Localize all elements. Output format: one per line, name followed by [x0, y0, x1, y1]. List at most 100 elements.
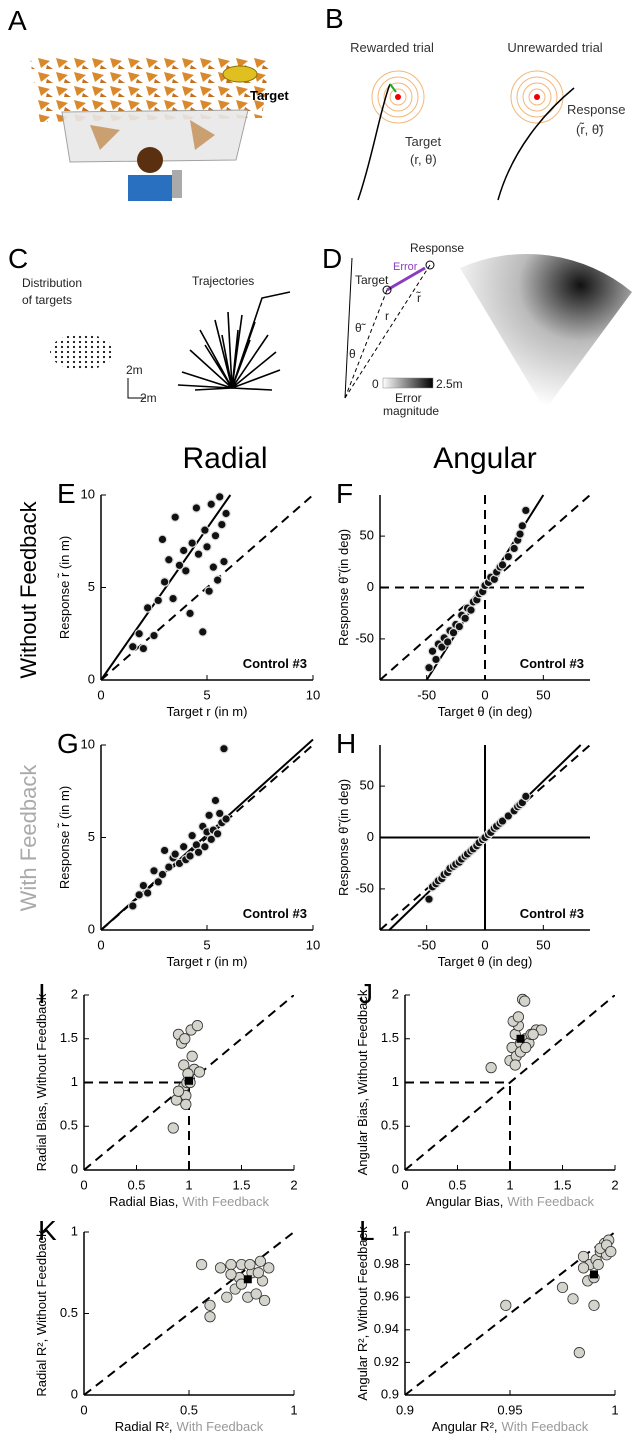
point [437, 642, 447, 652]
y-tick-label: 1 [71, 1223, 78, 1238]
point [521, 505, 531, 516]
y-tick-label: 5 [88, 579, 95, 594]
target-cloud [50, 334, 114, 370]
point [442, 637, 453, 647]
x-axis-label-part: Angular Bias, [426, 1194, 503, 1209]
trajectories [177, 291, 291, 391]
panel-a: A Target [8, 5, 289, 201]
mean-marker [590, 1270, 598, 1279]
point [217, 519, 227, 530]
point [187, 830, 197, 841]
point [519, 995, 531, 1007]
point [172, 1085, 185, 1097]
panel-letter: I [38, 978, 46, 1009]
point [219, 743, 229, 754]
point [427, 646, 438, 657]
row-title: Without Feedback [16, 500, 41, 678]
x-axis-label-part: With Feedback [182, 1194, 269, 1209]
screen [61, 109, 249, 163]
y-axis-label: Angular Bias, Without Feedback [355, 989, 370, 1175]
label: 2m [140, 391, 157, 405]
label: Error [393, 261, 418, 273]
point [149, 630, 159, 641]
x-tick-label: 10 [306, 687, 320, 702]
row-title: With Feedback [16, 764, 41, 912]
label: 0 [372, 377, 379, 391]
y-tick-label: 1.5 [60, 1030, 78, 1045]
point [221, 508, 231, 519]
point [178, 841, 189, 852]
annotation: Control #3 [243, 906, 307, 921]
point [174, 560, 185, 571]
point [191, 1020, 203, 1032]
y-axis-label: Response θ̃ (in deg) [336, 779, 351, 896]
panel-letter: G [57, 728, 79, 759]
point [164, 862, 174, 872]
label: (r̃, θ̃) [576, 122, 604, 137]
x-axis-label-part: Radial Bias, [109, 1194, 178, 1209]
y-tick-label: 0 [71, 1386, 78, 1401]
x-tick-label: 0 [97, 937, 104, 952]
point [515, 529, 525, 539]
point [252, 1267, 264, 1279]
x-tick-label: 0 [80, 1402, 87, 1417]
point [179, 1033, 191, 1045]
y-axis-label: Response r̃ (in m) [57, 786, 72, 889]
y-tick-label: 10 [81, 486, 95, 501]
marker [389, 83, 397, 93]
trajectory [357, 83, 391, 201]
x-tick-label: 1.5 [553, 1177, 571, 1192]
panel-letter: A [8, 5, 27, 36]
point [138, 643, 149, 654]
x-tick-label: 5 [203, 687, 210, 702]
y-tick-label: 0.92 [374, 1354, 399, 1369]
x-tick-label: 1.5 [232, 1177, 250, 1192]
point [605, 1245, 617, 1258]
x-tick-label: 0.5 [180, 1402, 198, 1417]
point [577, 1262, 590, 1274]
point [573, 1347, 585, 1359]
y-tick-label: 1.5 [381, 1030, 399, 1045]
label: Response [410, 241, 464, 255]
annotation: Control #3 [520, 906, 584, 921]
mean-marker [516, 1034, 525, 1043]
label: of targets [22, 293, 72, 307]
point [556, 1281, 569, 1294]
point [202, 541, 212, 552]
head [137, 147, 163, 173]
point [193, 847, 204, 858]
x-tick-label: 0.9 [396, 1402, 414, 1417]
label: 2.5m [436, 377, 463, 391]
point [466, 605, 476, 615]
point [520, 1041, 532, 1054]
target [534, 94, 540, 100]
point [592, 1259, 604, 1271]
x-tick-label: 0.95 [497, 1402, 522, 1417]
point [138, 880, 149, 891]
label: Target [405, 134, 442, 149]
x-tick-label: 50 [536, 937, 550, 952]
point [588, 1299, 600, 1311]
point [142, 888, 153, 898]
point [204, 1299, 216, 1311]
landmark [190, 120, 215, 150]
label: Target [250, 88, 289, 103]
label: magnitude [383, 404, 439, 418]
y-tick-label: 0 [392, 1161, 399, 1176]
panel-c: C Distribution of targets Trajectories 2… [8, 243, 291, 405]
y-tick-label: 1 [392, 1223, 399, 1238]
point [424, 662, 434, 673]
y-tick-label: 0.5 [381, 1118, 399, 1133]
point [196, 1259, 208, 1271]
x-tick-label: -50 [417, 937, 436, 952]
colorbar [382, 377, 434, 389]
point [210, 795, 221, 806]
y-tick-label: 1 [392, 1074, 399, 1089]
point [170, 849, 180, 859]
label: r [385, 309, 389, 323]
y-tick-label: -50 [355, 630, 374, 645]
response-ray [344, 264, 431, 399]
point [168, 593, 178, 604]
point [503, 811, 514, 821]
